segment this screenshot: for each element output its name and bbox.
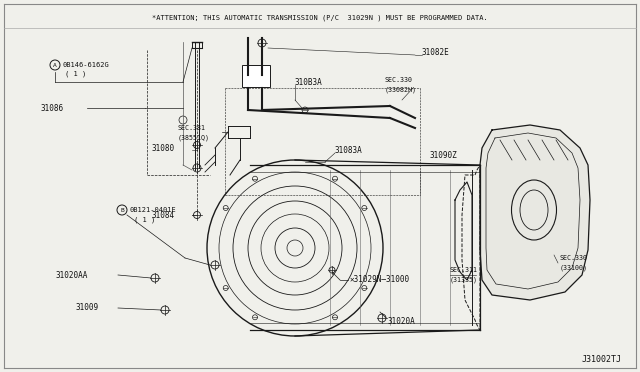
Text: 31084: 31084 bbox=[152, 211, 175, 219]
Polygon shape bbox=[480, 125, 590, 300]
Text: 31082E: 31082E bbox=[422, 48, 450, 57]
Text: SEC.311: SEC.311 bbox=[450, 267, 478, 273]
Text: 0B121-0401E: 0B121-0401E bbox=[130, 207, 177, 213]
Text: (38551Q): (38551Q) bbox=[178, 135, 210, 141]
Text: 31020A: 31020A bbox=[388, 317, 416, 327]
Text: 31009: 31009 bbox=[75, 304, 98, 312]
Text: *ATTENTION; THIS AUTOMATIC TRANSMISSION (P/C  31029N ) MUST BE PROGRAMMED DATA.: *ATTENTION; THIS AUTOMATIC TRANSMISSION … bbox=[152, 15, 488, 21]
Text: 31020AA: 31020AA bbox=[55, 270, 88, 279]
Text: SEC.330: SEC.330 bbox=[560, 255, 588, 261]
Text: ( 1 ): ( 1 ) bbox=[134, 217, 156, 223]
Text: SEC.381: SEC.381 bbox=[178, 125, 206, 131]
Text: J31002TJ: J31002TJ bbox=[582, 356, 622, 365]
Text: 31090Z: 31090Z bbox=[430, 151, 458, 160]
Text: ( 1 ): ( 1 ) bbox=[65, 71, 86, 77]
Text: B: B bbox=[120, 208, 124, 212]
Text: SEC.330: SEC.330 bbox=[385, 77, 413, 83]
Text: (33100): (33100) bbox=[560, 265, 588, 271]
Text: A: A bbox=[53, 62, 57, 67]
Text: (31335): (31335) bbox=[450, 277, 478, 283]
Text: ✕31029N—31000: ✕31029N—31000 bbox=[350, 276, 410, 285]
Text: 31083A: 31083A bbox=[335, 145, 363, 154]
Text: 0B146-6162G: 0B146-6162G bbox=[62, 62, 109, 68]
Text: 310B3A: 310B3A bbox=[295, 77, 323, 87]
Text: (33082H): (33082H) bbox=[385, 87, 417, 93]
FancyBboxPatch shape bbox=[242, 65, 270, 87]
Text: 31080: 31080 bbox=[152, 144, 175, 153]
Circle shape bbox=[287, 240, 303, 256]
Text: 31086: 31086 bbox=[40, 103, 63, 112]
